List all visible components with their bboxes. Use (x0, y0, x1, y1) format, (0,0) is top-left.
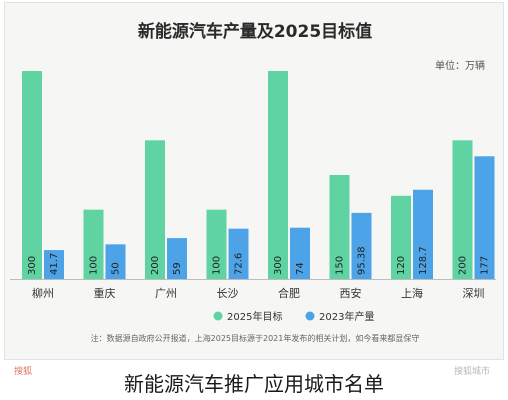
x-tick-label: 西安 (340, 286, 362, 300)
chart-title: 新能源汽车产量及2025目标值 (137, 22, 373, 42)
bar-output-7 (474, 156, 495, 279)
data-label: 200 (150, 256, 161, 275)
bar-output-2 (167, 238, 187, 279)
bar-target-4 (268, 71, 288, 279)
bar-output-5 (351, 212, 372, 279)
unit-label: 单位：万辆 (435, 61, 485, 72)
watermark-left: 搜狐 (14, 367, 33, 377)
bar-target-5 (329, 175, 350, 279)
bar-output-1 (105, 244, 126, 279)
data-label: 177 (480, 256, 491, 275)
watermark-right: 搜狐城市 (453, 367, 490, 377)
bar-target-2 (145, 140, 165, 279)
bar-output-6 (413, 189, 433, 279)
data-label: 100 (89, 256, 100, 275)
data-label: 300 (27, 256, 38, 275)
legend-label: 2025年目标 (227, 310, 282, 323)
data-label: 120 (396, 256, 407, 275)
caption: 新能源汽车推广应用城市名单 (124, 372, 384, 396)
data-label: 128.7 (418, 246, 429, 275)
data-label: 41.7 (49, 253, 60, 275)
bar-target-0 (22, 71, 42, 279)
data-label: 59 (172, 262, 183, 275)
bar-output-3 (228, 228, 249, 279)
legend-marker (213, 311, 223, 321)
data-label: 100 (212, 256, 223, 275)
x-tick-label: 广州 (155, 287, 177, 300)
legend-marker (305, 311, 315, 321)
chart-card: 新能源汽车产量及2025目标值 单位：万辆 注：数据源自政府公开报道，上海202… (4, 2, 504, 360)
footnote: 注：数据源自政府公开报道，上海2025目标源于2021年发布的相关计划，如今看来… (90, 334, 420, 343)
data-label: 300 (273, 256, 284, 275)
data-label: 200 (458, 256, 469, 275)
data-label: 74 (295, 262, 306, 275)
x-tick-label: 合肥 (278, 286, 300, 300)
bar-target-3 (206, 209, 227, 279)
bar-target-7 (452, 140, 473, 279)
bar-output-0 (44, 250, 64, 279)
data-label: 150 (335, 256, 346, 275)
x-tick-label: 柳州 (32, 286, 54, 300)
x-tick-label: 上海 (401, 286, 423, 300)
legend-label: 2023年产量 (319, 310, 374, 323)
x-tick-label: 重庆 (94, 286, 116, 300)
data-label: 50 (111, 262, 122, 275)
data-label: 95.38 (357, 246, 368, 275)
data-label: 72.6 (234, 253, 245, 275)
x-tick-label: 长沙 (217, 287, 239, 300)
bar-target-1 (83, 209, 104, 279)
bar-output-4 (290, 227, 310, 279)
x-tick-label: 深圳 (463, 287, 485, 300)
bar-target-6 (391, 195, 411, 279)
